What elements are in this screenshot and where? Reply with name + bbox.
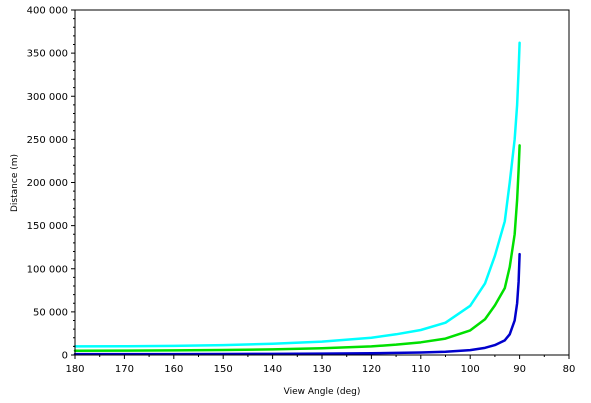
y-tick-label: 50 000 <box>33 307 68 318</box>
x-tick-label: 80 <box>563 364 576 375</box>
x-tick-label: 110 <box>411 364 430 375</box>
series-line-1 <box>73 41 521 348</box>
x-tick-label: 130 <box>312 364 331 375</box>
x-axis-title: View Angle (deg) <box>284 387 361 397</box>
x-tick-label: 180 <box>65 364 84 375</box>
y-tick-label: 200 000 <box>27 178 68 189</box>
y-tick-label: 250 000 <box>27 135 68 146</box>
series-line-3 <box>73 252 521 356</box>
y-tick-label: 0 <box>62 351 68 362</box>
y-tick-label: 100 000 <box>27 264 68 275</box>
x-tick-label: 90 <box>513 364 526 375</box>
y-tick-label: 150 000 <box>27 221 68 232</box>
x-tick-label: 140 <box>263 364 282 375</box>
y-tick-label: 350 000 <box>27 49 68 60</box>
y-tick-label: 400 000 <box>27 6 68 17</box>
y-tick-label: 300 000 <box>27 92 68 103</box>
series-layer <box>73 41 521 356</box>
x-tick-label: 100 <box>461 364 480 375</box>
series-line-2 <box>73 144 521 352</box>
y-axis-title: Distance (m) <box>10 154 20 212</box>
x-tick-label: 160 <box>164 364 183 375</box>
x-tick-label: 170 <box>115 364 134 375</box>
ticks-layer: 180 170 160 150 140 130 120 110 100 90 80 0 50 000 10… <box>27 6 576 376</box>
x-tick-label: 150 <box>214 364 233 375</box>
x-tick-label: 120 <box>362 364 381 375</box>
